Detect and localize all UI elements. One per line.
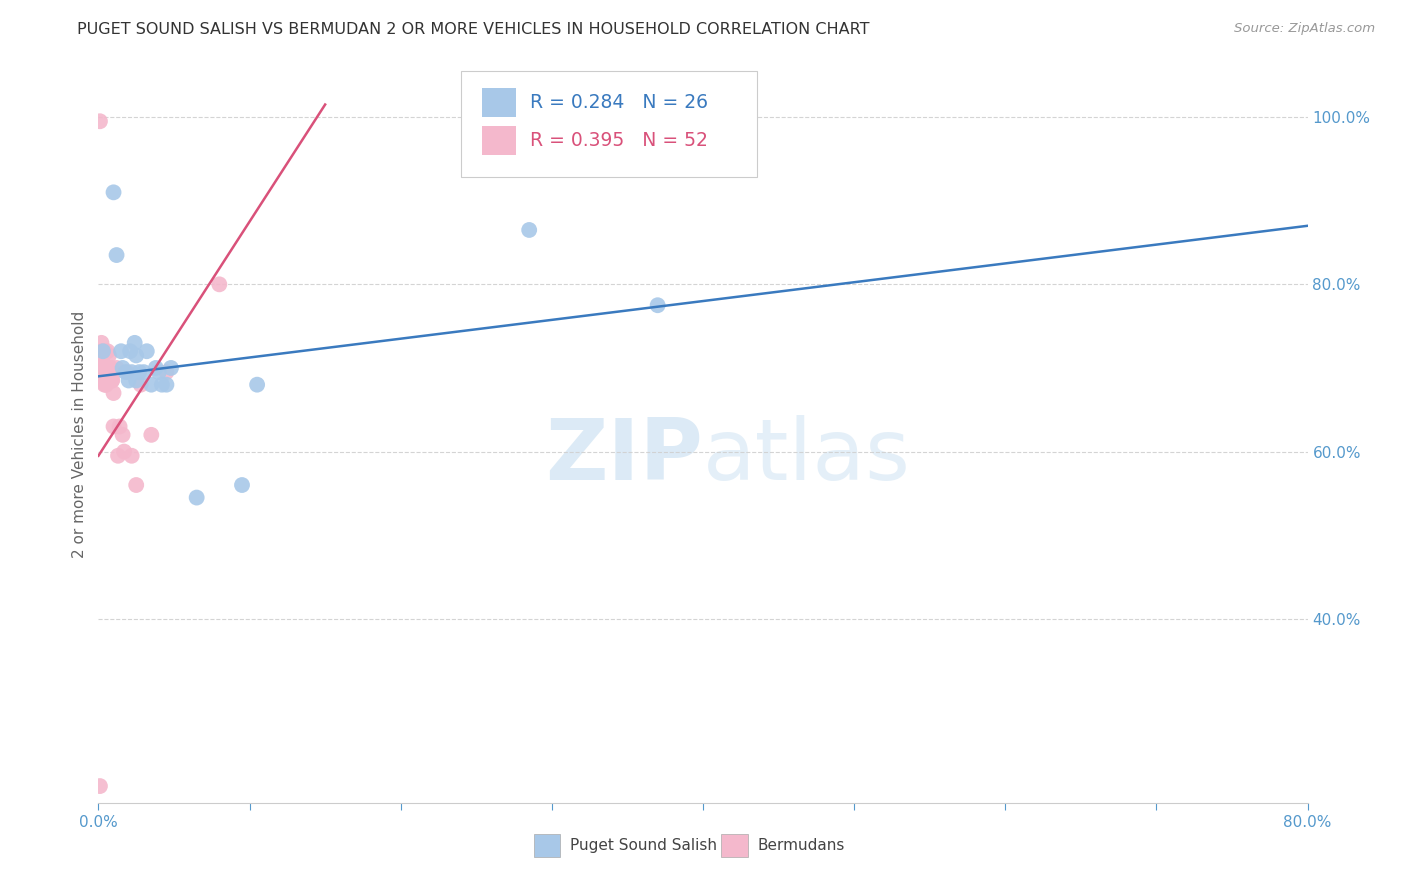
Text: ZIP: ZIP — [546, 416, 703, 499]
Point — [98, 348, 121, 362]
Point — [105, 248, 128, 262]
Point — [135, 344, 157, 359]
Point — [120, 344, 142, 359]
Text: R = 0.395   N = 52: R = 0.395 N = 52 — [530, 131, 709, 150]
Point — [94, 377, 117, 392]
Point — [94, 361, 117, 376]
FancyBboxPatch shape — [482, 87, 516, 117]
Point — [91, 361, 114, 376]
Point — [125, 348, 148, 362]
Point — [100, 361, 122, 376]
Point — [91, 348, 114, 362]
Point — [111, 427, 134, 442]
Point — [128, 365, 150, 379]
Point — [93, 369, 115, 384]
Text: atlas: atlas — [703, 416, 911, 499]
Point — [94, 365, 117, 379]
Point — [110, 344, 132, 359]
Point — [105, 361, 128, 376]
Point — [90, 344, 112, 359]
Point — [150, 377, 173, 392]
Point — [91, 365, 114, 379]
Point — [93, 361, 115, 376]
Point — [103, 419, 125, 434]
Point — [96, 365, 118, 379]
FancyBboxPatch shape — [534, 834, 561, 856]
Point — [121, 365, 143, 379]
Point — [91, 365, 114, 379]
FancyBboxPatch shape — [482, 126, 516, 155]
Point — [90, 348, 112, 362]
Text: Source: ZipAtlas.com: Source: ZipAtlas.com — [1234, 22, 1375, 36]
Point — [103, 386, 125, 401]
Point — [141, 427, 163, 442]
Point — [517, 223, 540, 237]
Point — [160, 361, 183, 376]
Point — [90, 335, 112, 350]
Point — [93, 365, 115, 379]
Point — [89, 779, 111, 793]
Point — [93, 344, 115, 359]
Point — [107, 449, 129, 463]
Point — [89, 114, 111, 128]
Point — [231, 478, 253, 492]
Point — [93, 369, 115, 384]
Text: PUGET SOUND SALISH VS BERMUDAN 2 OR MORE VEHICLES IN HOUSEHOLD CORRELATION CHART: PUGET SOUND SALISH VS BERMUDAN 2 OR MORE… — [77, 22, 870, 37]
Point — [100, 365, 122, 379]
Point — [91, 348, 114, 362]
Point — [129, 377, 152, 392]
Point — [96, 361, 118, 376]
Point — [125, 374, 148, 388]
Point — [118, 374, 141, 388]
Point — [141, 377, 163, 392]
Point — [208, 277, 231, 292]
Point — [125, 478, 148, 492]
Point — [94, 377, 117, 392]
Text: R = 0.284   N = 26: R = 0.284 N = 26 — [530, 93, 709, 112]
Text: Puget Sound Salish: Puget Sound Salish — [569, 838, 717, 853]
Point — [93, 374, 115, 388]
Point — [132, 365, 155, 379]
Point — [111, 361, 134, 376]
Point — [145, 361, 167, 376]
Point — [101, 365, 124, 379]
Point — [101, 374, 124, 388]
Point — [108, 419, 131, 434]
Point — [148, 365, 170, 379]
FancyBboxPatch shape — [461, 70, 758, 178]
Point — [155, 377, 177, 392]
Point — [186, 491, 208, 505]
Point — [91, 357, 114, 371]
Point — [115, 365, 138, 379]
Point — [100, 361, 122, 376]
Point — [90, 365, 112, 379]
Y-axis label: 2 or more Vehicles in Household: 2 or more Vehicles in Household — [72, 311, 87, 558]
Point — [100, 369, 122, 384]
Point — [93, 374, 115, 388]
FancyBboxPatch shape — [721, 834, 748, 856]
Point — [114, 365, 136, 379]
Point — [91, 344, 114, 359]
Point — [103, 186, 125, 200]
Point — [93, 377, 115, 392]
Point — [93, 365, 115, 379]
Point — [647, 298, 669, 312]
Point — [124, 335, 146, 350]
Point — [155, 365, 177, 379]
Point — [121, 449, 143, 463]
Point — [96, 344, 118, 359]
Point — [101, 374, 124, 388]
Text: Bermudans: Bermudans — [758, 838, 845, 853]
Point — [112, 444, 135, 458]
Point — [91, 361, 114, 376]
Point — [246, 377, 269, 392]
Point — [101, 369, 124, 384]
